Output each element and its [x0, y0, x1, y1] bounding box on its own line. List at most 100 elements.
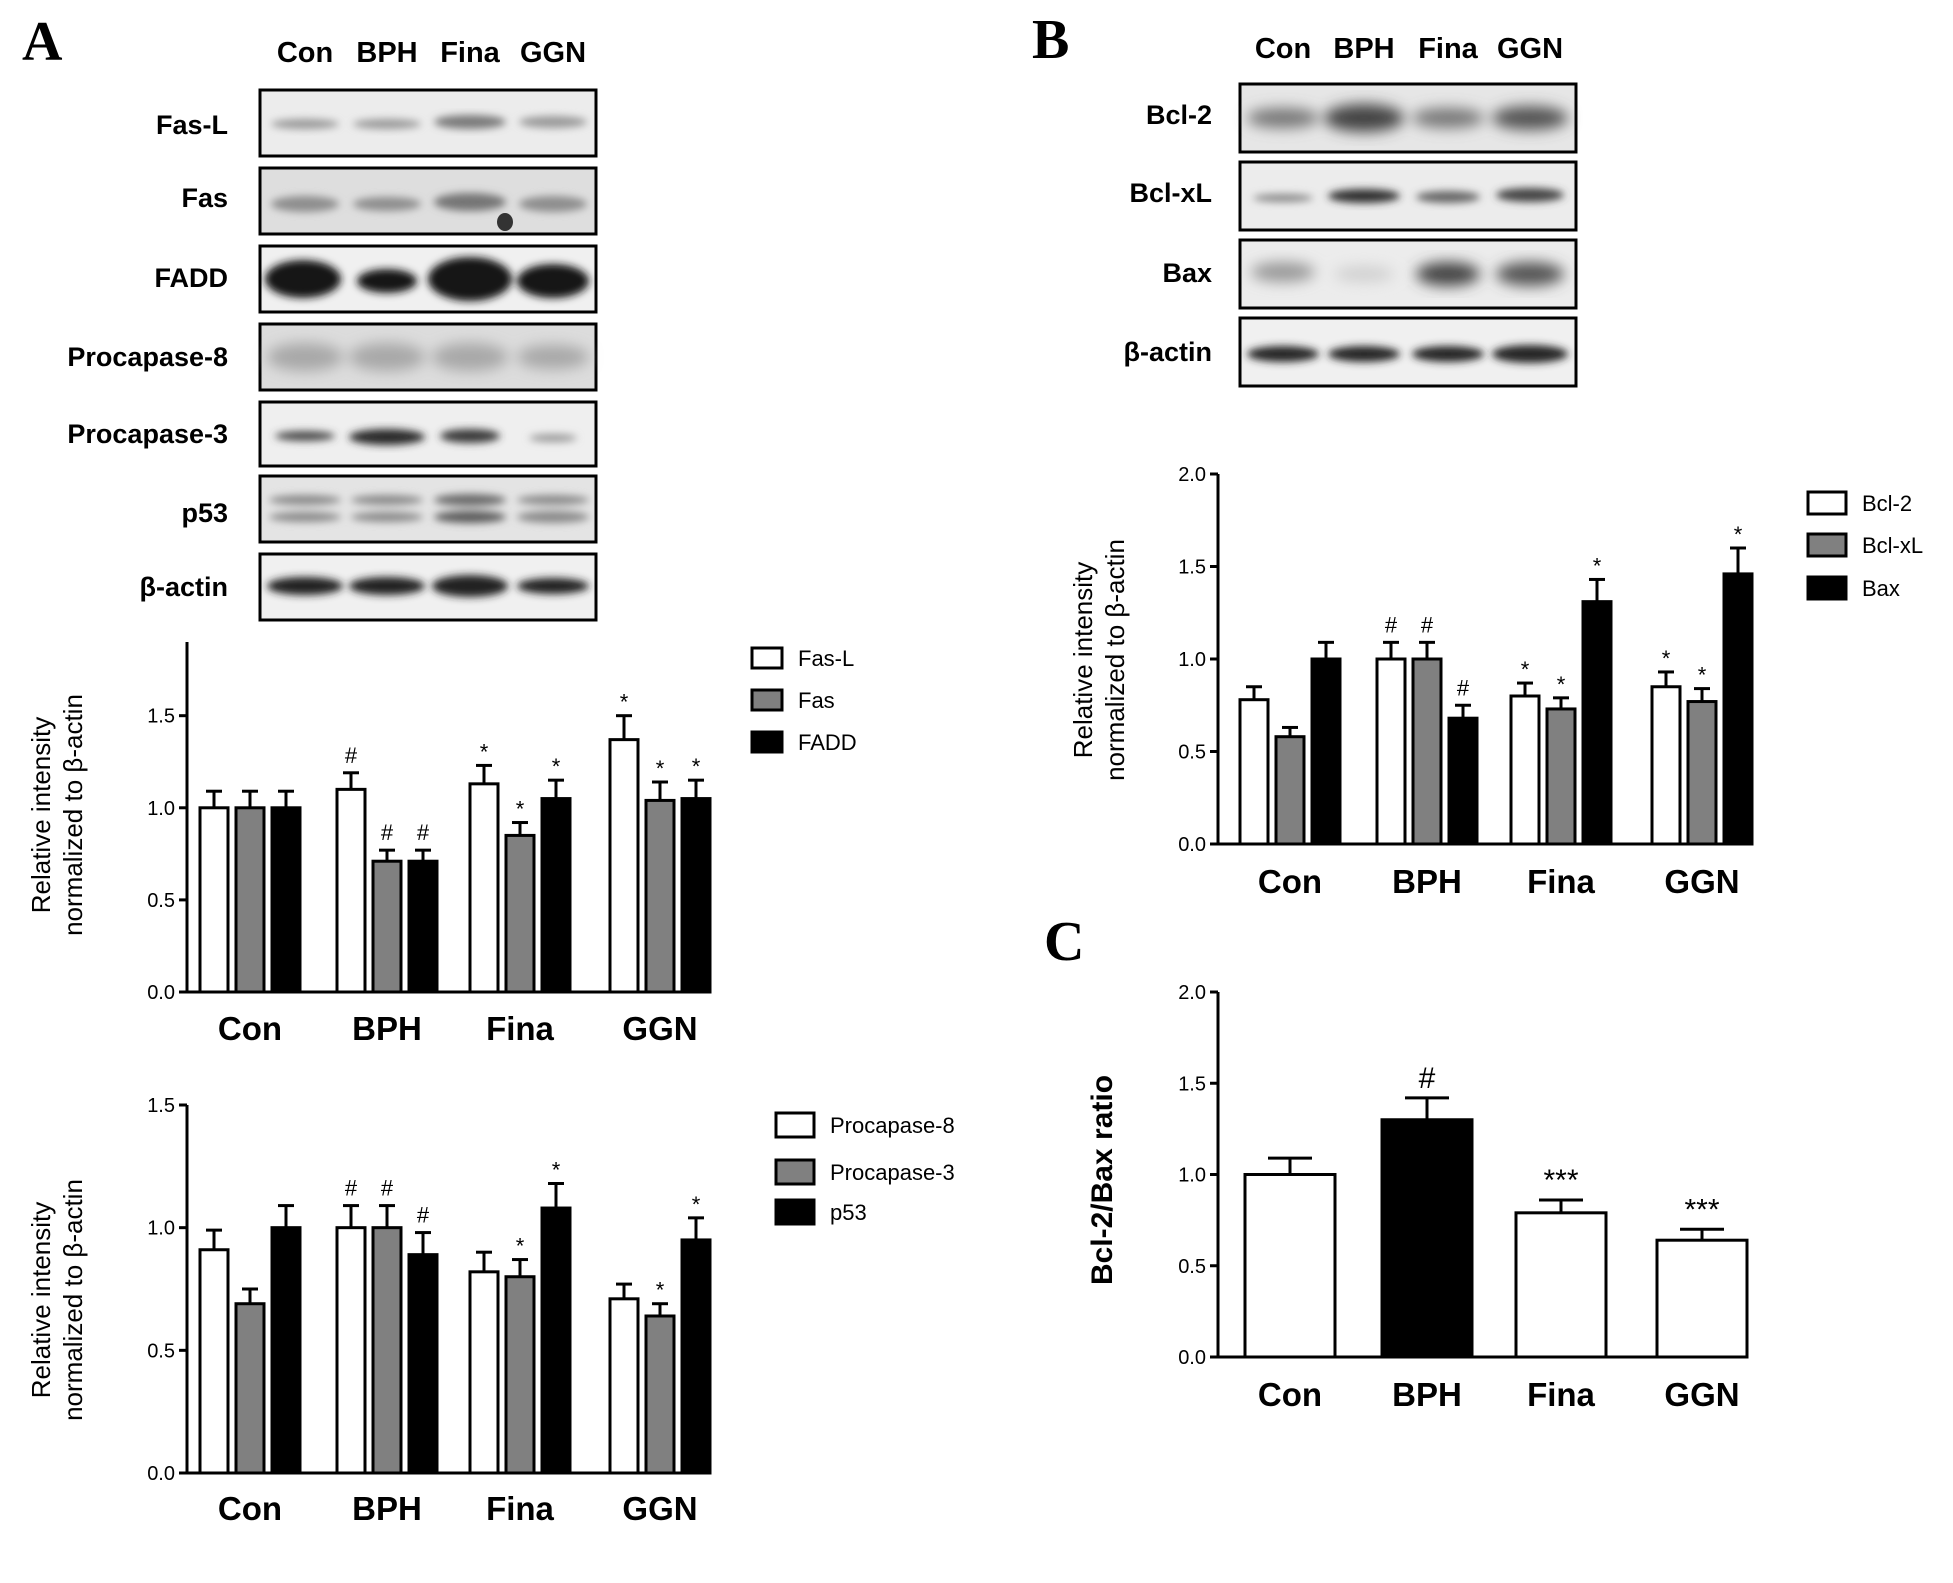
legend-swatch [1806, 490, 1848, 516]
bar [1514, 1211, 1608, 1359]
category-label: BPH [1392, 1376, 1462, 1413]
western-blot-a: Con BPH Fina GGN Fas-L Fas FADD Procapas… [67, 37, 598, 622]
blot-a-strip-fas [258, 166, 598, 236]
blot-b-strip-beta-actin [1238, 316, 1578, 388]
bar [540, 1206, 572, 1475]
blot-a-row-p53: p53 [181, 498, 228, 528]
bar [1380, 1118, 1474, 1359]
y-tick-label: 1.0 [147, 1218, 175, 1240]
y-tick-label: 1.0 [1178, 649, 1206, 671]
significance-mark: * [1698, 663, 1707, 688]
y-axis-label: Relative intensity [1068, 562, 1098, 759]
blot-b-row-bclxl: Bcl-xL [1129, 178, 1212, 208]
blot-a-strip-fasl [258, 88, 598, 158]
significance-mark: # [417, 1203, 430, 1228]
significance-mark: * [692, 1192, 701, 1217]
bar [1650, 685, 1682, 846]
category-label: BPH [352, 1490, 422, 1527]
legend-swatch [1806, 532, 1848, 558]
y-tick-label: 1.5 [1178, 1073, 1206, 1095]
y-tick-label: 0.5 [147, 1340, 175, 1362]
bar [1310, 657, 1342, 846]
legend-swatch [1806, 575, 1848, 601]
significance-mark: *** [1543, 1164, 1578, 1197]
significance-mark: *** [1684, 1193, 1719, 1226]
blot-a-row-procaspase8: Procapase-8 [67, 342, 228, 372]
blot-a-strip-p53 [258, 474, 598, 544]
y-axis-label: Bcl-2/Bax ratio [1086, 1075, 1119, 1285]
y-tick-label: 0.0 [147, 1463, 175, 1485]
bar [1447, 716, 1479, 846]
significance-mark: * [516, 1234, 525, 1259]
bar [540, 797, 572, 994]
bar [608, 738, 640, 994]
significance-mark: # [345, 743, 358, 768]
bar [270, 806, 302, 994]
y-axis-label: normalized to β-actin [58, 694, 88, 936]
significance-mark: # [1457, 675, 1470, 700]
bar [1411, 657, 1443, 846]
category-label: BPH [1392, 863, 1462, 900]
y-tick-label: 1.5 [147, 1095, 175, 1117]
chart-a-fas-pathway: 0.0 0.5 1.0 1.5 Relative intensity normalized… [26, 642, 857, 1047]
significance-mark: * [516, 797, 525, 822]
significance-mark: # [1421, 612, 1434, 637]
y-axis-label: Relative intensity [26, 1202, 56, 1399]
legend-label: Procapase-8 [830, 1113, 955, 1138]
significance-mark: * [552, 1158, 561, 1183]
bar [1655, 1238, 1749, 1359]
bar [371, 1226, 403, 1475]
bar [234, 1302, 266, 1475]
category-label: GGN [622, 1490, 697, 1527]
category-label: GGN [622, 1010, 697, 1047]
blot-a-lane-con: Con [277, 37, 333, 69]
y-tick-label: 1.0 [147, 798, 175, 820]
bar [270, 1226, 302, 1475]
significance-mark: * [1662, 646, 1671, 671]
blot-a-row-beta-actin: β-actin [140, 572, 229, 602]
panel-label-c: C [1044, 911, 1084, 973]
blot-b-strip-bclxl [1238, 160, 1578, 232]
bar [371, 859, 403, 994]
blot-b-strip-bcl2 [1238, 82, 1578, 154]
y-axis-label: normalized to β-actin [58, 1179, 88, 1421]
significance-mark: # [381, 1176, 394, 1201]
blot-a-row-procaspase3: Procapase-3 [67, 419, 228, 449]
y-tick-label: 2.0 [1178, 464, 1206, 486]
significance-mark: * [692, 754, 701, 779]
legend-label: p53 [830, 1200, 867, 1225]
y-tick-label: 0.0 [1178, 1347, 1206, 1369]
significance-mark: * [552, 754, 561, 779]
western-blot-b: Con BPH Fina GGN Bcl-2 Bcl-xL Bax β-acti… [1124, 33, 1578, 388]
significance-mark: * [1593, 553, 1602, 578]
bar [234, 806, 266, 994]
y-axis-label: normalized to β-actin [1100, 539, 1130, 781]
blot-b-row-beta-actin: β-actin [1124, 337, 1213, 367]
legend-label: Bax [1862, 576, 1900, 601]
legend-label: Fas [798, 688, 835, 713]
significance-mark: * [1734, 522, 1743, 547]
y-tick-label: 2.0 [1178, 982, 1206, 1004]
panel-label-b: B [1032, 9, 1069, 71]
bar [1545, 707, 1577, 846]
legend-label: Fas-L [798, 646, 854, 671]
y-tick-label: 0.5 [1178, 742, 1206, 764]
category-label: Con [1258, 863, 1322, 900]
y-tick-label: 0.0 [1178, 834, 1206, 856]
bar [468, 1270, 500, 1475]
bar [198, 1248, 230, 1475]
blot-b-row-bax: Bax [1162, 258, 1212, 288]
category-label: BPH [352, 1010, 422, 1047]
blot-a-row-fas: Fas [181, 183, 228, 213]
significance-mark: * [1557, 672, 1566, 697]
category-label: GGN [1664, 863, 1739, 900]
chart-c-bcl2-bax-ratio: 0.0 0.5 1.0 1.5 2.0 Bcl-2/Bax ratio Con BPH # Fin… [1086, 982, 1749, 1413]
chart-b-bcl2-family: 0.0 0.5 1.0 1.5 2.0 Relative intensity normali… [1068, 464, 1923, 900]
category-label: Fina [1527, 863, 1595, 900]
y-tick-label: 1.5 [147, 706, 175, 728]
bar [644, 1314, 676, 1475]
legend-label: Bcl-2 [1862, 491, 1912, 516]
y-tick-label: 0.0 [147, 982, 175, 1004]
bar [680, 797, 712, 994]
legend-label: FADD [798, 730, 857, 755]
